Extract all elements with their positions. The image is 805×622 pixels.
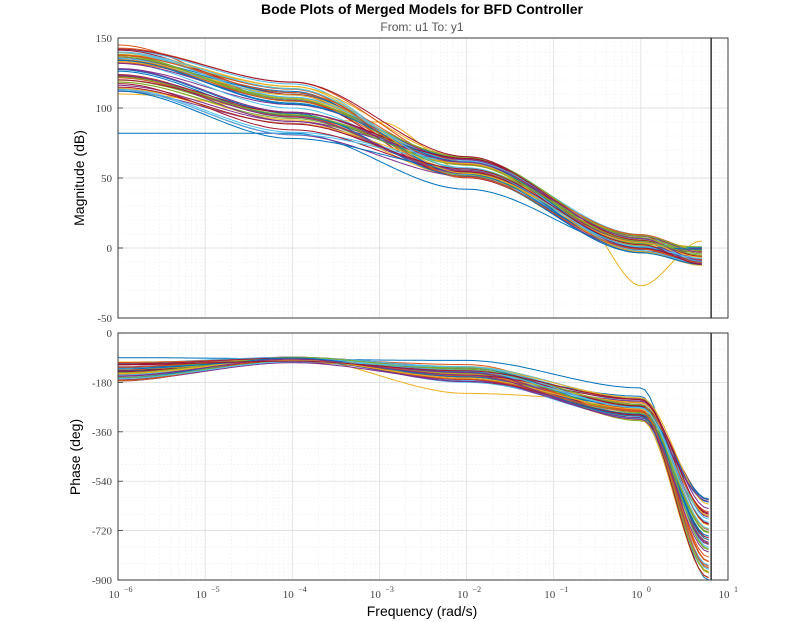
x-tick-label: 10 <box>109 589 121 601</box>
magnitude-series-line <box>117 59 702 252</box>
phase-series-line <box>118 360 709 515</box>
magnitude-series-line <box>118 55 702 263</box>
x-tick-label: 10 <box>631 589 643 601</box>
x-tick-exponent: 0 <box>647 585 651 594</box>
phase-y-tick-label: -720 <box>92 526 113 538</box>
magnitude-y-tick-label: 0 <box>107 243 113 255</box>
x-axis-label: Frequency (rad/s) <box>367 603 477 619</box>
phase-series-line <box>118 361 709 530</box>
phase-series-line <box>118 357 709 581</box>
x-tick-exponent: −4 <box>298 585 307 594</box>
x-tick-label: 10 <box>544 589 556 601</box>
magnitude-curves <box>117 44 702 287</box>
x-tick-label: 10 <box>283 589 295 601</box>
x-tick-label: 10 <box>719 589 731 601</box>
magnitude-axes: 150 100 50 0 -50 <box>96 33 729 325</box>
phase-y-tick-label: -540 <box>92 476 113 488</box>
phase-y-tick-label: -900 <box>92 575 113 587</box>
magnitude-y-label: Magnitude (dB) <box>71 130 87 226</box>
chart-title: Bode Plots of Merged Models for BFD Cont… <box>261 1 584 17</box>
x-ticks: 10 −6 10 −5 10 −4 10 −3 10 −2 10 −1 10 0 10 1 <box>109 585 739 601</box>
x-tick-label: 10 <box>196 589 208 601</box>
phase-y-ticks: 0 -180 -360 -540 -720 -900 <box>92 328 123 587</box>
phase-y-label: Phase (deg) <box>67 419 83 495</box>
chart-subtitle: From: u1 To: y1 <box>380 20 463 34</box>
magnitude-y-tick-label: 50 <box>101 173 113 185</box>
phase-series-line <box>118 362 709 502</box>
x-tick-exponent: −5 <box>211 585 220 594</box>
phase-frame <box>117 332 729 581</box>
magnitude-series-line <box>117 51 702 259</box>
phase-axes: 0 -180 -360 -540 -720 -900 <box>92 328 729 587</box>
x-tick-exponent: 1 <box>734 585 738 594</box>
x-tick-exponent: −3 <box>385 585 394 594</box>
phase-series-line <box>118 359 709 530</box>
phase-curves <box>117 356 709 581</box>
magnitude-series-line <box>117 76 702 256</box>
x-tick-label: 10 <box>370 589 382 601</box>
phase-y-tick-label: -180 <box>92 377 113 389</box>
magnitude-frame <box>117 37 729 319</box>
x-tick-exponent: −6 <box>124 585 133 594</box>
phase-y-tick-label: 0 <box>107 328 113 340</box>
magnitude-series-line <box>117 51 702 258</box>
magnitude-y-tick-label: -50 <box>97 313 112 325</box>
magnitude-y-tick-label: 100 <box>96 103 113 115</box>
phase-series-line <box>118 358 709 545</box>
magnitude-series-line <box>117 69 702 265</box>
magnitude-series-line <box>117 74 702 265</box>
phase-y-tick-label: -360 <box>92 427 113 439</box>
x-tick-exponent: −2 <box>473 585 482 594</box>
phase-grid <box>118 333 728 580</box>
magnitude-series-line <box>117 86 702 265</box>
x-tick-label: 10 <box>457 589 469 601</box>
x-tick-exponent: −1 <box>560 585 569 594</box>
magnitude-y-tick-label: 150 <box>96 33 113 45</box>
